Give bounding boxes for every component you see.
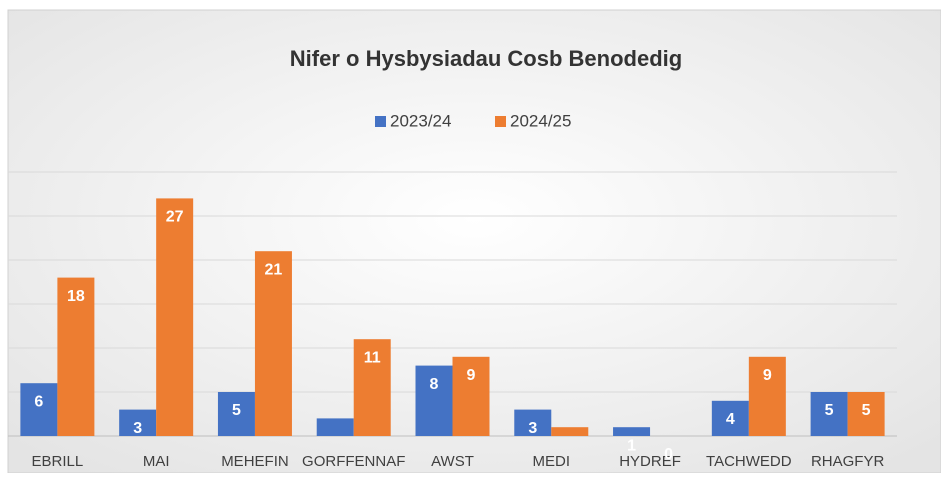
data-label: 11 — [364, 349, 381, 366]
data-label: 1 — [627, 437, 636, 454]
bar — [353, 339, 391, 436]
bar — [748, 356, 786, 436]
bar — [452, 356, 490, 436]
data-label: 5 — [825, 402, 834, 419]
legend-label: 2023/24 — [390, 111, 451, 130]
x-tick-label: GORFFENNAF — [302, 453, 405, 470]
bar — [514, 409, 552, 436]
legend: 2023/24 2024/25 — [375, 111, 571, 130]
x-tick-label: TACHWEDD — [706, 453, 792, 470]
x-tick-label: MAI — [143, 453, 170, 470]
data-label: 3 — [133, 420, 142, 437]
data-label: 9 — [763, 367, 772, 384]
bar — [254, 251, 292, 436]
legend-swatch — [495, 116, 506, 127]
bar — [613, 427, 651, 436]
data-label: 9 — [467, 367, 476, 384]
data-label: 21 — [265, 261, 283, 278]
x-tick-label: HYDREF — [619, 453, 681, 470]
x-tick-label: MEHEFIN — [221, 453, 289, 470]
data-label: 8 — [430, 376, 439, 393]
data-label: 6 — [34, 393, 43, 410]
bar — [847, 392, 885, 436]
x-tick-label: RHAGFYR — [811, 453, 885, 470]
bar — [20, 383, 58, 436]
legend-swatch — [375, 116, 386, 127]
bar — [415, 365, 453, 436]
data-label: 5 — [232, 402, 241, 419]
data-label: 27 — [166, 209, 184, 226]
legend-label: 2024/25 — [510, 111, 571, 130]
data-label: 18 — [67, 288, 85, 305]
data-label: 3 — [528, 420, 537, 437]
bar — [316, 418, 354, 436]
data-label: 4 — [726, 411, 735, 428]
x-tick-label: EBRILL — [32, 453, 84, 470]
bar — [217, 392, 255, 436]
data-label: 5 — [862, 402, 871, 419]
bar — [810, 392, 848, 436]
x-tick-label: AWST — [431, 453, 474, 470]
x-tick-label: MEDI — [533, 453, 571, 470]
bar — [711, 400, 749, 436]
data-label: 0 — [664, 446, 673, 463]
bar — [156, 198, 194, 436]
bar — [551, 427, 589, 436]
bar — [57, 277, 95, 436]
chart-title: Nifer o Hysbysiadau Cosb Benodedig — [290, 46, 682, 71]
bar — [119, 409, 157, 436]
